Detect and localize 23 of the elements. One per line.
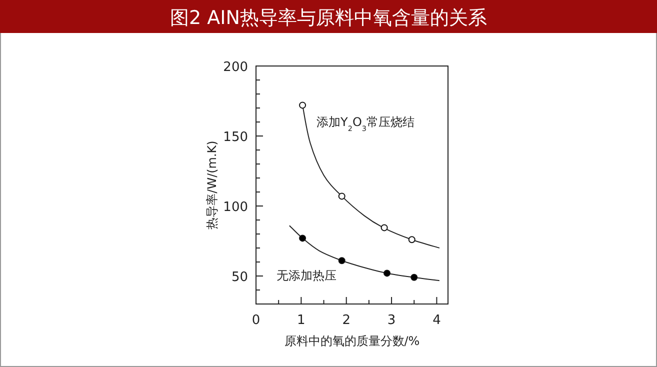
- chart-title: 图2 AIN热导率与原料中氧含量的关系: [170, 7, 487, 29]
- x-tick-label: 1: [297, 313, 306, 328]
- series-label: 添加Y$_{2}$O$_{3}$常压烧结: [316, 115, 414, 133]
- x-tick-label: 4: [432, 313, 441, 328]
- point: [410, 274, 418, 281]
- x-axis-title: 原料中的氧的质量分数/%: [284, 334, 420, 348]
- series-label: 无添加热压: [276, 268, 337, 282]
- x-tick-label: 0: [252, 313, 260, 328]
- point: [299, 234, 306, 242]
- point: [384, 270, 391, 277]
- point: [299, 102, 306, 109]
- y-tick-label: 200: [223, 60, 248, 75]
- point: [380, 224, 388, 232]
- x-tick-label: 2: [342, 313, 350, 328]
- line-series: [288, 225, 440, 282]
- point: [338, 257, 346, 264]
- point: [338, 192, 346, 200]
- point: [408, 236, 416, 244]
- y-tick-label: 50: [231, 270, 248, 285]
- y-tick-label: 100: [223, 200, 248, 215]
- y-tick-label: 150: [223, 130, 248, 145]
- y-axis-title: 热导率/W/(m.K): [205, 140, 219, 230]
- x-tick-label: 3: [387, 313, 396, 328]
